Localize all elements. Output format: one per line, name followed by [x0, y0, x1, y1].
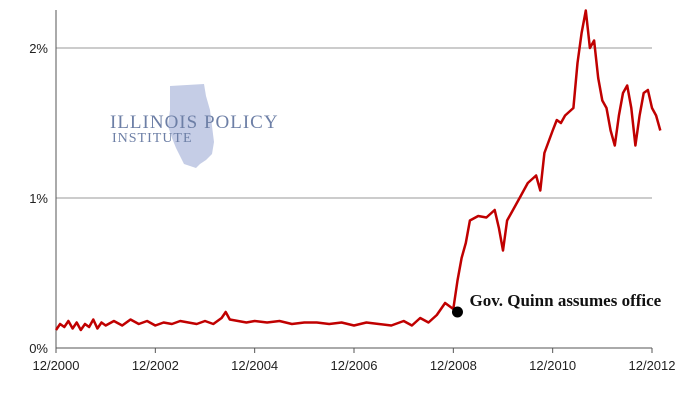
y-tick-label: 2% — [29, 41, 48, 56]
logo-line1: ILLINOIS POLICY — [110, 112, 279, 133]
logo-line2: INSTITUTE — [112, 131, 193, 146]
annotation: Gov. Quinn assumes office — [451, 291, 662, 318]
y-tick-labels: 0% 1% 2% — [29, 41, 48, 356]
y-tick-label: 0% — [29, 341, 48, 356]
grid-lines — [56, 47, 652, 199]
series-line — [54, 9, 662, 332]
x-tick-label: 12/2010 — [529, 358, 576, 373]
x-tick-label: 12/2012 — [629, 358, 676, 373]
x-tick-label: 12/2006 — [331, 358, 378, 373]
x-tick-labels: 12/2000 12/2002 12/2004 12/2006 12/2008 12/20… — [33, 358, 676, 373]
illinois-map-icon — [168, 84, 214, 168]
x-tick-label: 12/2002 — [132, 358, 179, 373]
x-tick-label: 12/2008 — [430, 358, 477, 373]
axes — [55, 10, 653, 353]
x-tick-label: 12/2004 — [231, 358, 278, 373]
x-tick-label: 12/2000 — [33, 358, 80, 373]
logo: ILLINOIS POLICY INSTITUTE — [110, 84, 279, 168]
y-tick-label: 1% — [29, 191, 48, 206]
annotation-marker — [451, 306, 463, 318]
series-group — [54, 9, 662, 332]
annotation-label: Gov. Quinn assumes office — [469, 291, 661, 310]
